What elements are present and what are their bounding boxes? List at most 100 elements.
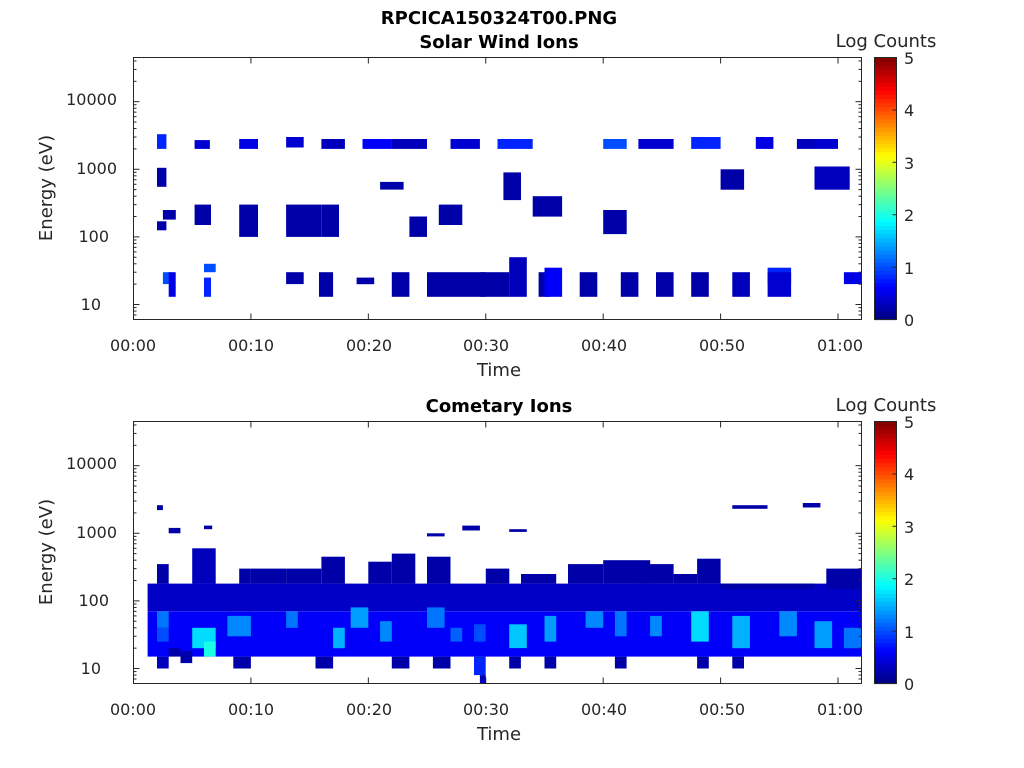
sw-heatmap-cell-18 xyxy=(356,277,375,285)
sw-colorbar-segment xyxy=(874,196,897,202)
sw-colorbar-segment xyxy=(874,229,897,235)
ci-heatmap-cell-41 xyxy=(250,568,287,584)
sw-heatmap-cell-30 xyxy=(509,257,527,297)
x-tick-label-00-30: 00:30 xyxy=(463,336,509,355)
ci-heatmap-cell-24 xyxy=(157,656,169,669)
sw-colorbar-segment xyxy=(874,311,897,316)
sw-heatmap-cell-37 xyxy=(620,272,639,297)
ci-colorbar-segment xyxy=(874,642,897,648)
ci-heatmap-cell-58 xyxy=(204,525,213,530)
ci-colorbar-segment xyxy=(874,474,897,480)
y-tick-label-100: 100 xyxy=(78,591,109,610)
panel-1-tick-labels: 00:00 00:10 00:20 00:30 00:40 00:50 01:0… xyxy=(66,90,863,355)
sw-colorbar-segment xyxy=(874,213,897,218)
sw-colorbar-segment xyxy=(874,110,897,116)
sw-colorbar-segment xyxy=(874,77,897,83)
x-tick-label-00-40: 00:40 xyxy=(581,700,627,719)
sw-colorbar-segment xyxy=(874,270,897,276)
ci-heatmap-cell-51 xyxy=(638,564,674,584)
sw-heatmap-cell-41 xyxy=(691,272,709,297)
panel-2-x-axis-label: Time xyxy=(476,724,521,745)
cbar-2-tick-4: 4 xyxy=(904,465,914,484)
ci-heatmap-cell-21 xyxy=(779,611,797,637)
x-tick-label-00-10: 00:10 xyxy=(228,336,274,355)
ci-heatmap-cell-47 xyxy=(485,568,510,584)
ci-heatmap-cell-54 xyxy=(720,583,815,589)
ci-heatmap-cell-31 xyxy=(474,656,486,676)
ci-heatmap-cell-2 xyxy=(157,611,169,628)
ci-heatmap-cell-26 xyxy=(180,651,193,664)
ci-heatmap-cell-46 xyxy=(427,556,451,584)
y-tick-label-10: 10 xyxy=(81,659,101,678)
ci-colorbar-segment xyxy=(874,675,897,680)
ci-heatmap-cell-18 xyxy=(650,615,662,637)
ci-colorbar-segment xyxy=(874,482,897,488)
ci-heatmap-cell-56 xyxy=(168,527,181,534)
cbar-1-tick-2: 2 xyxy=(904,206,914,225)
sw-colorbar-segment xyxy=(874,155,897,161)
panel-2-y-axis-label: Energy (eV) xyxy=(36,499,57,605)
ci-colorbar-segment xyxy=(874,609,897,615)
sw-colorbar-segment xyxy=(874,237,897,243)
ci-colorbar-segment xyxy=(874,589,897,595)
ci-colorbar-segment xyxy=(874,630,897,635)
ci-colorbar-segment xyxy=(874,548,897,554)
ci-colorbar-segment xyxy=(874,560,897,566)
sw-heatmap-cell-39 xyxy=(656,272,674,297)
ci-colorbar-segment xyxy=(874,613,897,619)
ci-colorbar-segment xyxy=(874,532,897,537)
sw-heatmap-cell-46 xyxy=(767,272,792,297)
sw-colorbar-segment xyxy=(874,57,897,63)
x-tick-label-00-50: 00:50 xyxy=(699,336,745,355)
sw-heatmap-cell-22 xyxy=(391,139,427,149)
sw-heatmap-cell-15 xyxy=(319,272,334,297)
panel-solar-wind: Solar Wind Ions 00:00 00:10 00:20 00:30 … xyxy=(36,31,936,381)
sw-colorbar-segment xyxy=(874,90,897,95)
sw-colorbar-frame xyxy=(874,57,897,320)
sw-colorbar-segment xyxy=(874,131,897,136)
sw-colorbar-segment xyxy=(874,307,897,312)
ci-colorbar-segment xyxy=(874,581,897,586)
sw-heatmap-cell-14 xyxy=(286,204,322,237)
panel-1-colorbar-label: Log Counts xyxy=(836,31,937,52)
ci-heatmap-cell-53 xyxy=(697,558,721,584)
sw-heatmap-cell-27 xyxy=(479,272,510,297)
panel-2-axes-box xyxy=(133,421,862,684)
ci-heatmap-cell-38 xyxy=(157,564,169,584)
ci-colorbar-segment xyxy=(874,450,897,455)
ci-heatmap-cell-52 xyxy=(673,574,698,584)
sw-heatmap-cell-19 xyxy=(362,139,392,149)
panel-2-ticks xyxy=(133,421,862,684)
ci-heatmap-cell-6 xyxy=(227,615,251,637)
sw-heatmap-cell-8 xyxy=(204,277,211,297)
sw-heatmap-cell-26 xyxy=(438,204,463,225)
x-tick-label-00-20: 00:20 xyxy=(346,700,392,719)
sw-heatmap-cell-44 xyxy=(755,137,774,149)
sw-heatmap-cell-42 xyxy=(720,169,745,190)
ci-heatmap-cell-44 xyxy=(368,561,392,584)
ci-heatmap-cell-27 xyxy=(233,656,251,669)
sw-colorbar-segment xyxy=(874,192,897,198)
sw-heatmap-cell-6 xyxy=(194,140,210,149)
ci-heatmap-cell-36 xyxy=(697,656,709,669)
sw-heatmap-cell-3 xyxy=(162,272,172,285)
ci-heatmap-cell-34 xyxy=(544,656,557,669)
ci-heatmap-cell-9 xyxy=(350,607,369,628)
ci-colorbar-segment xyxy=(874,433,897,439)
y-tick-label-1000: 1000 xyxy=(76,159,117,178)
sw-heatmap-cell-2 xyxy=(157,221,167,231)
ci-heatmap-cell-63 xyxy=(802,503,821,508)
sw-heatmap-cell-13 xyxy=(286,272,304,285)
sw-colorbar-segment xyxy=(874,135,897,140)
ci-colorbar-segment xyxy=(874,523,897,529)
y-tick-label-10000: 10000 xyxy=(66,454,117,473)
x-tick-label-00-40: 00:40 xyxy=(581,336,627,355)
ci-heatmap-cell-43 xyxy=(321,556,345,584)
panel-1-cells xyxy=(157,134,862,297)
ci-colorbar-segment xyxy=(874,556,897,562)
sw-heatmap-cell-34 xyxy=(579,272,598,297)
sw-heatmap-cell-12 xyxy=(286,137,304,148)
panel-2-colorbar-ticks: 0 1 2 3 4 5 xyxy=(904,413,914,694)
figure-suptitle: RPCICA150324T00.PNG xyxy=(381,8,617,29)
sw-colorbar-segment xyxy=(874,106,897,112)
